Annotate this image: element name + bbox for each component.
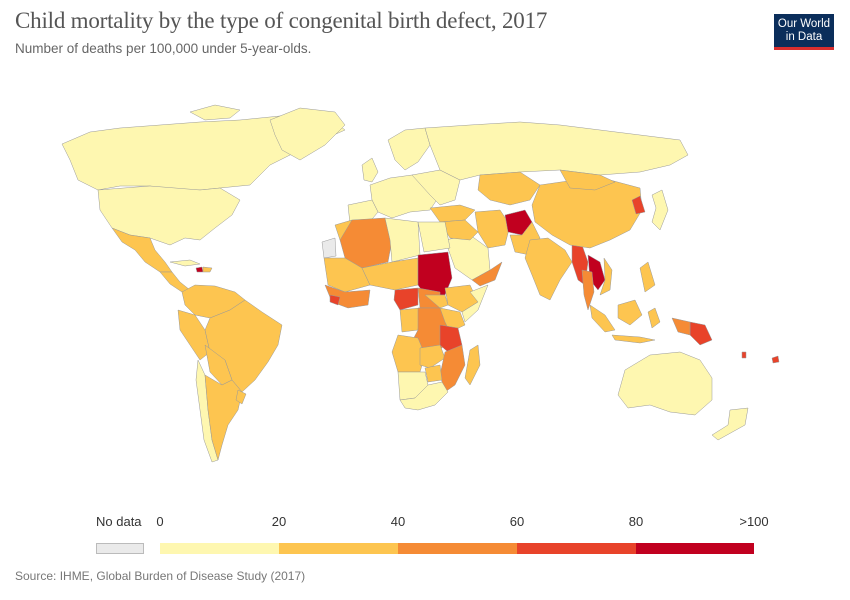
region-yemen-oman (471, 261, 503, 287)
region-south-africa (399, 381, 449, 411)
region-uk-ireland (361, 157, 379, 183)
region-korea (631, 195, 646, 215)
region-haiti (195, 266, 204, 273)
legend-tick: 20 (271, 514, 287, 529)
region-russia (424, 121, 689, 181)
legend-tick: 40 (390, 514, 406, 529)
region-mongolia (559, 169, 616, 191)
region-indonesia-borneo (617, 299, 643, 326)
region-india (524, 237, 573, 301)
region-japan (651, 189, 669, 231)
logo-line-2: in Data (785, 31, 823, 43)
region-solomon-islands (771, 355, 780, 364)
region-sierra-leone-liberia (329, 294, 341, 306)
region-vietnam (599, 257, 613, 296)
region-philippines (639, 261, 656, 293)
region-egypt (417, 221, 451, 253)
legend-tick: 0 (156, 514, 164, 529)
chart-subtitle: Number of deaths per 100,000 under 5-yea… (15, 41, 312, 56)
owid-logo[interactable]: Our World in Data (774, 14, 834, 50)
legend-tick: 60 (509, 514, 525, 529)
region-australia (617, 351, 713, 416)
legend-no-data-label: No data (96, 514, 142, 529)
legend-bin[interactable] (160, 543, 279, 554)
legend-tick: >100 (739, 514, 769, 529)
legend-bin[interactable] (636, 543, 754, 554)
region-zambia (419, 344, 446, 369)
legend-bin[interactable] (517, 543, 636, 554)
region-canada-alaska (61, 114, 346, 191)
region-sulawesi (647, 307, 661, 329)
region-turkey (429, 204, 476, 223)
logo-line-1: Our World (777, 18, 831, 30)
source-note[interactable]: Source: IHME, Global Burden of Disease S… (15, 569, 306, 583)
region-nigeria (393, 287, 419, 311)
world-map (61, 104, 780, 463)
region-central-america (159, 271, 191, 293)
region-indonesia-sumatra (589, 304, 616, 333)
region-new-zealand (711, 407, 749, 441)
region-scandinavia (387, 127, 431, 171)
region-indonesia-java (611, 334, 656, 344)
region-china (531, 179, 643, 249)
region-thailand (581, 269, 595, 311)
region-madagascar (464, 344, 481, 386)
region-saudi-arabia (444, 234, 491, 281)
region-greenland (269, 107, 346, 161)
legend-tick: 80 (628, 514, 644, 529)
region-argentina (204, 374, 243, 461)
region-dominican-republic (202, 266, 213, 273)
region-libya (384, 217, 421, 263)
region-cameroon-gabon (399, 307, 421, 333)
chart-title: Child mortality by the type of congenita… (15, 8, 548, 33)
legend: No data 0 20 40 60 80 >100 (0, 505, 850, 565)
legend-no-data-swatch[interactable] (96, 543, 144, 554)
region-iraq-syria (439, 219, 479, 241)
region-arctic-islands (189, 104, 241, 121)
region-peru-ecuador (177, 309, 211, 361)
region-west-papua (671, 317, 691, 336)
region-uruguay (235, 389, 247, 405)
region-south-sudan (424, 294, 449, 309)
legend-bin[interactable] (279, 543, 398, 554)
region-zimbabwe (424, 364, 443, 383)
region-western-sahara (321, 237, 337, 259)
legend-bin[interactable] (398, 543, 517, 554)
region-central-asia (477, 171, 541, 206)
region-somalia (461, 284, 489, 323)
region-papua-new-guinea (689, 321, 713, 346)
region-vanuatu (741, 351, 747, 359)
region-cuba (169, 259, 201, 267)
